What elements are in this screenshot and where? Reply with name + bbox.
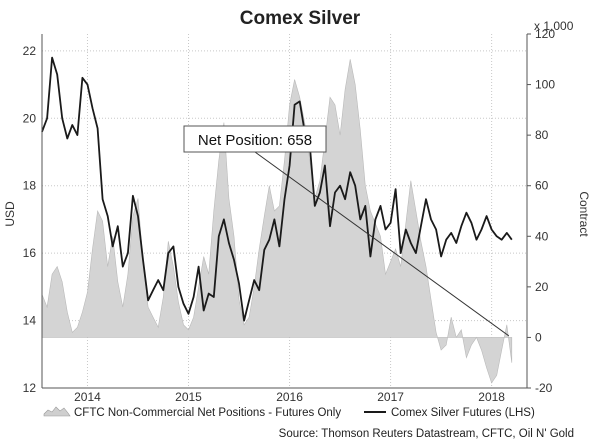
x-tick-label: 2015 [175,390,202,404]
source-note: Source: Thomson Reuters Datastream, CFTC… [279,428,574,440]
left-tick-label: 12 [23,381,37,395]
annotation: Net Position: 658 [183,125,510,337]
legend: CFTC Non-Commercial Net Positions - Futu… [43,406,535,419]
right-tick-label: 120 [535,27,555,41]
legend-area-label: CFTC Non-Commercial Net Positions - Futu… [74,407,341,419]
tick-labels: 12 14 16 18 20 22 -20 0 20 40 60 80 100 120 2014 2015 20… [23,27,556,404]
right-axis-multiplier: x 1,000 [534,19,574,33]
silver-price-line [41,56,513,322]
legend-line-label: Comex Silver Futures (LHS) [391,407,535,419]
annotation-label: Net Position: 658 [198,132,312,149]
left-tick-label: 20 [23,111,37,125]
right-tick-label: 100 [535,78,555,92]
x-tick-label: 2016 [276,390,303,404]
right-tick-label: 0 [535,330,542,344]
legend-area-swatch [43,406,71,417]
right-axis-label: Contract [577,191,591,237]
left-tick-label: 18 [23,179,37,193]
axes [41,33,531,389]
silver-price-line-layer [41,56,513,322]
net-positions-area-layer [41,59,513,384]
left-axis-label: USD [3,201,17,227]
right-tick-label: 80 [535,128,549,142]
annotation-box [183,125,327,153]
left-tick-label: 22 [23,44,37,58]
annotation-arrow [254,151,510,337]
x-tick-label: 2018 [478,390,505,404]
right-tick-label: -20 [535,381,553,395]
left-tick-label: 14 [23,314,37,328]
right-tick-label: 60 [535,179,549,193]
net-positions-area [41,59,513,384]
left-tick-label: 16 [23,246,37,260]
x-tick-label: 2014 [74,390,101,404]
x-tick-label: 2017 [377,390,404,404]
right-tick-label: 40 [535,229,549,243]
right-tick-label: 20 [535,280,549,294]
chart-title: Comex Silver [240,8,361,29]
